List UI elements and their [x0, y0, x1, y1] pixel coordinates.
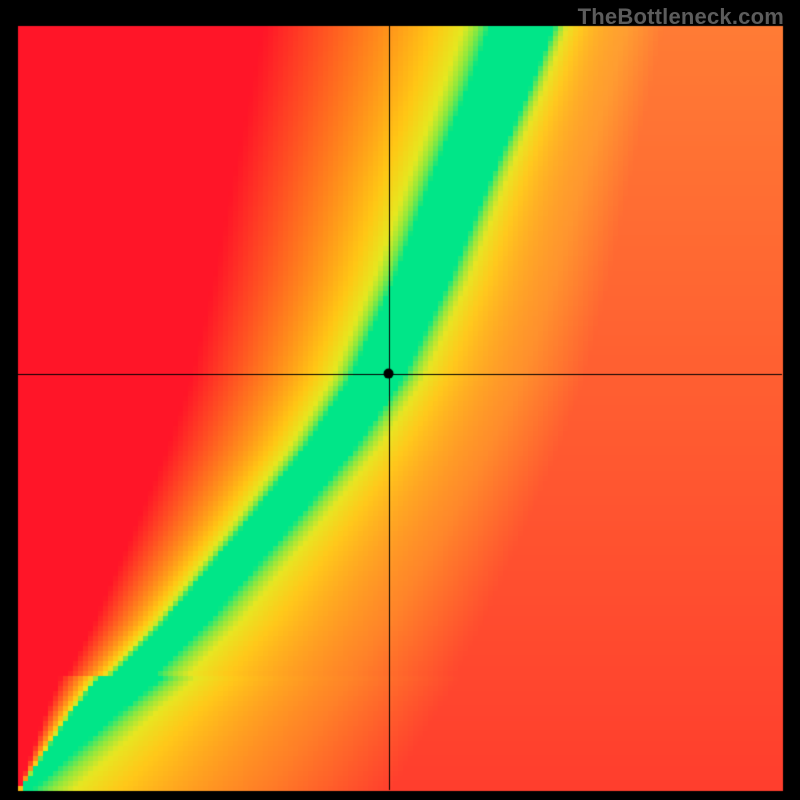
watermark-text: TheBottleneck.com: [578, 4, 784, 30]
heatmap-canvas: [0, 0, 800, 800]
chart-container: TheBottleneck.com: [0, 0, 800, 800]
